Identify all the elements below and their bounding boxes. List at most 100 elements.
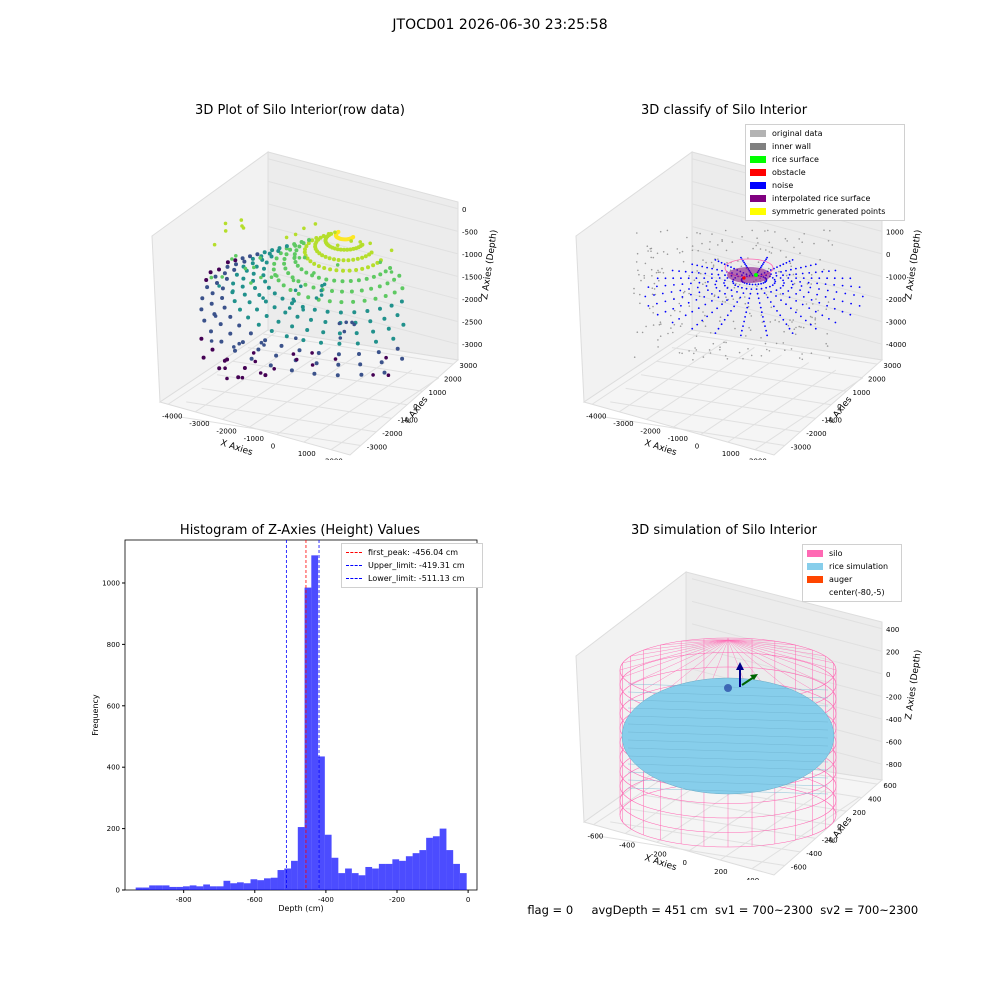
data-point bbox=[310, 363, 315, 367]
original-point bbox=[683, 290, 686, 293]
noise-point bbox=[766, 334, 768, 337]
original-point bbox=[653, 288, 656, 290]
original-point bbox=[761, 321, 764, 323]
data-point bbox=[240, 224, 244, 228]
legend-swatch bbox=[807, 563, 823, 570]
original-point bbox=[640, 279, 642, 282]
original-point bbox=[814, 322, 817, 325]
noise-point bbox=[734, 284, 737, 286]
data-point bbox=[251, 271, 256, 276]
original-point bbox=[698, 295, 701, 298]
data-point bbox=[323, 320, 328, 324]
data-point bbox=[230, 257, 234, 261]
noise-point bbox=[678, 318, 680, 320]
noise-point bbox=[790, 280, 793, 283]
grid-line bbox=[751, 796, 861, 870]
legend-swatch bbox=[750, 195, 766, 202]
data-point bbox=[351, 257, 356, 262]
data-point bbox=[400, 356, 405, 361]
data-point bbox=[252, 265, 256, 270]
z-axis-label: Z Axies (Depth) bbox=[480, 229, 500, 300]
silo-roof-line bbox=[622, 639, 729, 678]
histogram-bar bbox=[419, 850, 427, 890]
data-point bbox=[218, 322, 223, 327]
z-tick-label: -1500 bbox=[462, 273, 482, 281]
original-point bbox=[823, 268, 825, 271]
data-point bbox=[272, 291, 277, 296]
data-point bbox=[312, 261, 317, 266]
data-point bbox=[224, 276, 229, 281]
noise-point bbox=[696, 323, 699, 326]
y-axis-label: Frequency bbox=[91, 694, 100, 736]
original-point bbox=[721, 239, 723, 241]
noise-point bbox=[818, 277, 821, 280]
data-point bbox=[389, 248, 394, 253]
original-point bbox=[636, 232, 638, 234]
noise-point bbox=[656, 302, 658, 305]
noise-point bbox=[826, 289, 829, 292]
data-point bbox=[242, 366, 247, 370]
original-point bbox=[652, 324, 655, 326]
legend-label: rice simulation bbox=[829, 562, 889, 571]
legend-swatch bbox=[750, 130, 766, 137]
data-point bbox=[286, 271, 291, 276]
silo-roof-line bbox=[727, 639, 834, 678]
noise-point bbox=[790, 307, 792, 310]
noise-point bbox=[723, 318, 726, 321]
noise-point bbox=[745, 264, 748, 267]
x-tick-label: -600 bbox=[588, 833, 604, 841]
original-point bbox=[798, 238, 800, 240]
original-point bbox=[724, 229, 727, 232]
noise-point bbox=[795, 267, 797, 270]
noise-point bbox=[841, 310, 844, 313]
noise-point bbox=[841, 277, 844, 280]
data-point bbox=[262, 250, 267, 255]
histogram-bar bbox=[432, 836, 440, 890]
original-point bbox=[639, 293, 641, 296]
legend-item: auger bbox=[807, 573, 897, 586]
original-point bbox=[734, 327, 736, 330]
data-point bbox=[365, 309, 370, 313]
data-point bbox=[199, 336, 204, 341]
data-point bbox=[284, 334, 289, 339]
noise-point bbox=[764, 325, 766, 327]
noise-point bbox=[762, 316, 764, 318]
data-point bbox=[239, 218, 244, 222]
data-point bbox=[341, 258, 346, 263]
histogram-bar bbox=[365, 866, 373, 890]
noise-point bbox=[720, 323, 723, 326]
data-point bbox=[391, 336, 396, 341]
noise-point bbox=[726, 314, 729, 317]
original-point bbox=[667, 332, 669, 335]
original-point bbox=[810, 283, 812, 285]
x-tick-label: 0 bbox=[695, 443, 699, 451]
data-point bbox=[270, 248, 275, 253]
original-point bbox=[806, 283, 809, 285]
data-point bbox=[272, 367, 276, 371]
noise-point bbox=[707, 281, 709, 283]
noise-point bbox=[741, 286, 743, 289]
original-point bbox=[826, 345, 829, 347]
noise-point bbox=[782, 284, 784, 287]
noise-point bbox=[695, 277, 698, 279]
original-point bbox=[747, 348, 749, 350]
histogram-bar bbox=[318, 756, 325, 890]
noise-point bbox=[672, 307, 675, 310]
noise-point bbox=[800, 315, 802, 318]
grid-line bbox=[619, 339, 728, 413]
noise-point bbox=[697, 307, 700, 309]
x-tick-label: 0 bbox=[271, 443, 275, 451]
original-point bbox=[679, 252, 681, 254]
rice-mesh-line bbox=[627, 747, 829, 755]
data-point bbox=[357, 352, 361, 356]
noise-point bbox=[795, 293, 797, 295]
histogram-bar bbox=[270, 877, 278, 890]
original-point bbox=[652, 305, 654, 308]
data-point bbox=[359, 288, 364, 293]
data-point bbox=[269, 275, 274, 279]
rice-mesh-line bbox=[627, 787, 829, 795]
noise-point bbox=[726, 287, 729, 289]
data-point bbox=[389, 303, 394, 308]
histogram-bar bbox=[162, 885, 170, 890]
noise-point bbox=[656, 277, 659, 280]
